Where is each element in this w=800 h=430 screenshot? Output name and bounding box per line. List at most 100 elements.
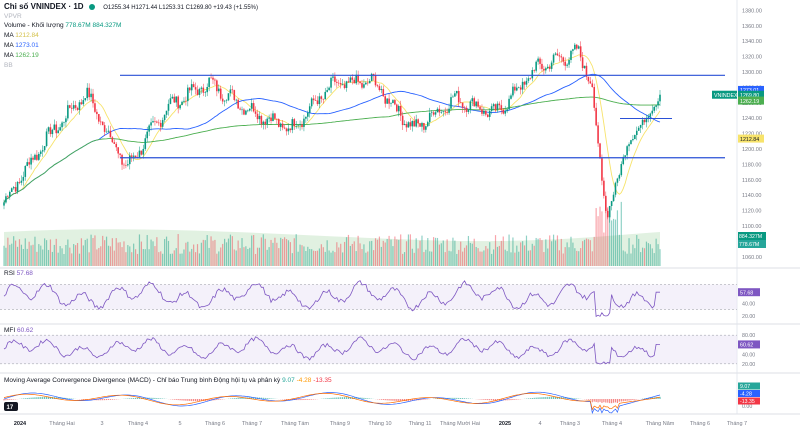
vpvr-legend[interactable]: VPVR bbox=[4, 13, 22, 21]
candle-body bbox=[595, 107, 597, 126]
candle-body bbox=[610, 201, 613, 207]
volume-bar bbox=[347, 234, 350, 266]
candle-body bbox=[365, 82, 367, 85]
volume-bar bbox=[254, 253, 257, 266]
volume-bar bbox=[198, 253, 201, 266]
candle-body bbox=[548, 66, 551, 69]
macd-bar bbox=[82, 399, 84, 400]
volume-bar bbox=[102, 235, 104, 266]
volume-bar bbox=[343, 241, 346, 266]
volume-bar bbox=[115, 238, 117, 266]
macd-legend[interactable]: Moving Average Convergence Divergence (M… bbox=[4, 377, 332, 385]
volume-values: 778.67M 884.327M bbox=[65, 22, 122, 29]
candle-body bbox=[320, 96, 323, 99]
candle-body bbox=[268, 117, 270, 119]
volume-bar bbox=[432, 237, 435, 266]
volume-bar bbox=[127, 245, 129, 266]
macd-bar bbox=[107, 399, 110, 400]
volume-bar bbox=[285, 239, 288, 266]
macd-bar bbox=[148, 397, 150, 399]
candle-body bbox=[616, 178, 619, 183]
volume-bar bbox=[446, 239, 448, 266]
candle-body bbox=[492, 104, 495, 107]
macd-bar bbox=[7, 399, 9, 401]
macd-signal-line bbox=[3, 393, 661, 411]
candle-body bbox=[113, 142, 116, 144]
volume-bar bbox=[405, 241, 408, 266]
candle-body bbox=[506, 109, 508, 112]
candle-body bbox=[78, 102, 81, 110]
macd-bar bbox=[109, 399, 112, 400]
candle-body bbox=[41, 150, 44, 152]
volume-bar bbox=[601, 211, 603, 266]
candle-body bbox=[614, 182, 617, 195]
candle-body bbox=[146, 131, 148, 139]
candle-body bbox=[297, 125, 299, 127]
volume-bar bbox=[398, 239, 400, 266]
volume-bar bbox=[492, 249, 495, 266]
candle-body bbox=[454, 93, 456, 97]
volume-bar bbox=[42, 249, 44, 266]
volume-bar bbox=[256, 247, 259, 266]
candle-body bbox=[438, 108, 441, 113]
mfi-value-tag bbox=[738, 340, 760, 349]
candle-body bbox=[440, 112, 443, 113]
macd-bar bbox=[193, 399, 195, 402]
volume-bar bbox=[247, 249, 249, 266]
macd-bar bbox=[541, 397, 543, 399]
macd-bar bbox=[384, 399, 386, 401]
macd-value-3: -13.35 bbox=[313, 377, 332, 384]
volume-bar bbox=[622, 250, 624, 266]
macd-bar bbox=[483, 399, 485, 400]
volume-bar bbox=[278, 248, 280, 266]
macd-bar bbox=[5, 399, 7, 401]
candle-body bbox=[130, 155, 133, 157]
price-axis-label: 1380.00 bbox=[742, 8, 762, 14]
candle-body bbox=[519, 87, 522, 90]
macd-bar bbox=[403, 399, 406, 402]
rsi-legend[interactable]: RSI 57.68 bbox=[4, 270, 33, 278]
volume-bar bbox=[270, 239, 272, 266]
volume-bar bbox=[618, 234, 620, 266]
candle-body bbox=[500, 105, 503, 110]
mfi-legend[interactable]: MFI 60.62 bbox=[4, 327, 33, 335]
candle-body bbox=[357, 74, 359, 82]
candle-body bbox=[289, 128, 292, 131]
macd-value-tag bbox=[738, 397, 760, 405]
candle-body bbox=[171, 96, 174, 99]
macd-bar bbox=[57, 397, 59, 399]
candle-body bbox=[504, 111, 506, 114]
macd-bar bbox=[547, 396, 549, 399]
chart-header: Chỉ số VNINDEX · 1D O1255.34 H1271.44 L1… bbox=[4, 3, 258, 12]
candle-body bbox=[332, 76, 334, 78]
ma3-legend[interactable]: MA 1262.19 bbox=[4, 52, 39, 60]
macd-bar bbox=[647, 397, 649, 399]
volume-bar bbox=[607, 207, 609, 266]
volume-bar bbox=[309, 248, 311, 266]
symbol-title[interactable]: Chỉ số VNINDEX · 1D bbox=[4, 2, 84, 11]
candle-body bbox=[560, 56, 563, 58]
candle-body bbox=[552, 54, 555, 63]
volume-bar bbox=[90, 234, 92, 266]
volume-bar bbox=[67, 239, 69, 266]
bb-legend[interactable]: BB bbox=[4, 62, 13, 70]
macd-bar bbox=[231, 398, 233, 399]
volume-bar bbox=[533, 245, 535, 266]
macd-value-1: 9.07 bbox=[282, 377, 295, 384]
macd-bar bbox=[349, 397, 351, 399]
candle-body bbox=[295, 126, 298, 127]
macd-bar bbox=[612, 399, 615, 403]
volume-bar bbox=[386, 238, 388, 266]
volume-bar bbox=[564, 247, 566, 266]
macd-bar bbox=[303, 399, 305, 401]
ma1-legend[interactable]: MA 1212.84 bbox=[4, 32, 39, 40]
price-axis-label: 1340.00 bbox=[742, 39, 762, 45]
volume-legend[interactable]: Volume - Khối lượng 778.67M 884.327M bbox=[4, 22, 121, 30]
candle-body bbox=[564, 61, 566, 66]
ma2-legend[interactable]: MA 1273.01 bbox=[4, 42, 39, 50]
volume-bar bbox=[510, 252, 512, 266]
candle-body bbox=[622, 156, 625, 165]
volume-bar bbox=[475, 246, 477, 266]
volume-bar bbox=[189, 251, 191, 266]
